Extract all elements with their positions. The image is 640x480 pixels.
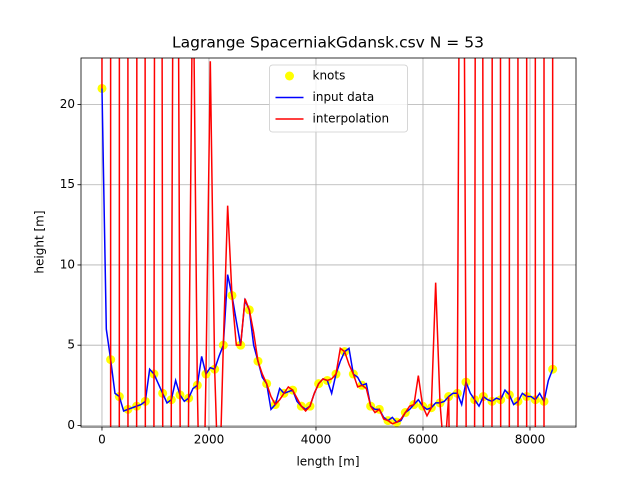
x-tick-label: 2000 [194, 433, 225, 447]
legend-label: interpolation [313, 112, 390, 126]
legend-label: input data [313, 90, 375, 104]
x-tick-label: 8000 [515, 433, 546, 447]
x-tick-label: 6000 [408, 433, 439, 447]
plot-frame [80, 57, 577, 428]
y-tick-label: 5 [67, 338, 75, 352]
legend-label: knots [313, 69, 346, 83]
x-tick-label: 4000 [301, 433, 332, 447]
chart-title: Lagrange SpacerniakGdansk.csv N = 53 [172, 34, 484, 52]
x-tick-label: 0 [98, 433, 106, 447]
plot-area [97, 58, 558, 427]
y-axis-label: height [m] [33, 210, 47, 273]
legend-box [269, 64, 408, 133]
y-tick-label: 20 [60, 97, 75, 111]
y-tick-label: 10 [60, 257, 75, 271]
y-tick-label: 15 [60, 177, 75, 191]
x-axis-label: length [m] [296, 455, 359, 469]
legend-marker [285, 71, 294, 81]
series-line [101, 58, 554, 427]
y-tick-label: 0 [67, 418, 75, 432]
